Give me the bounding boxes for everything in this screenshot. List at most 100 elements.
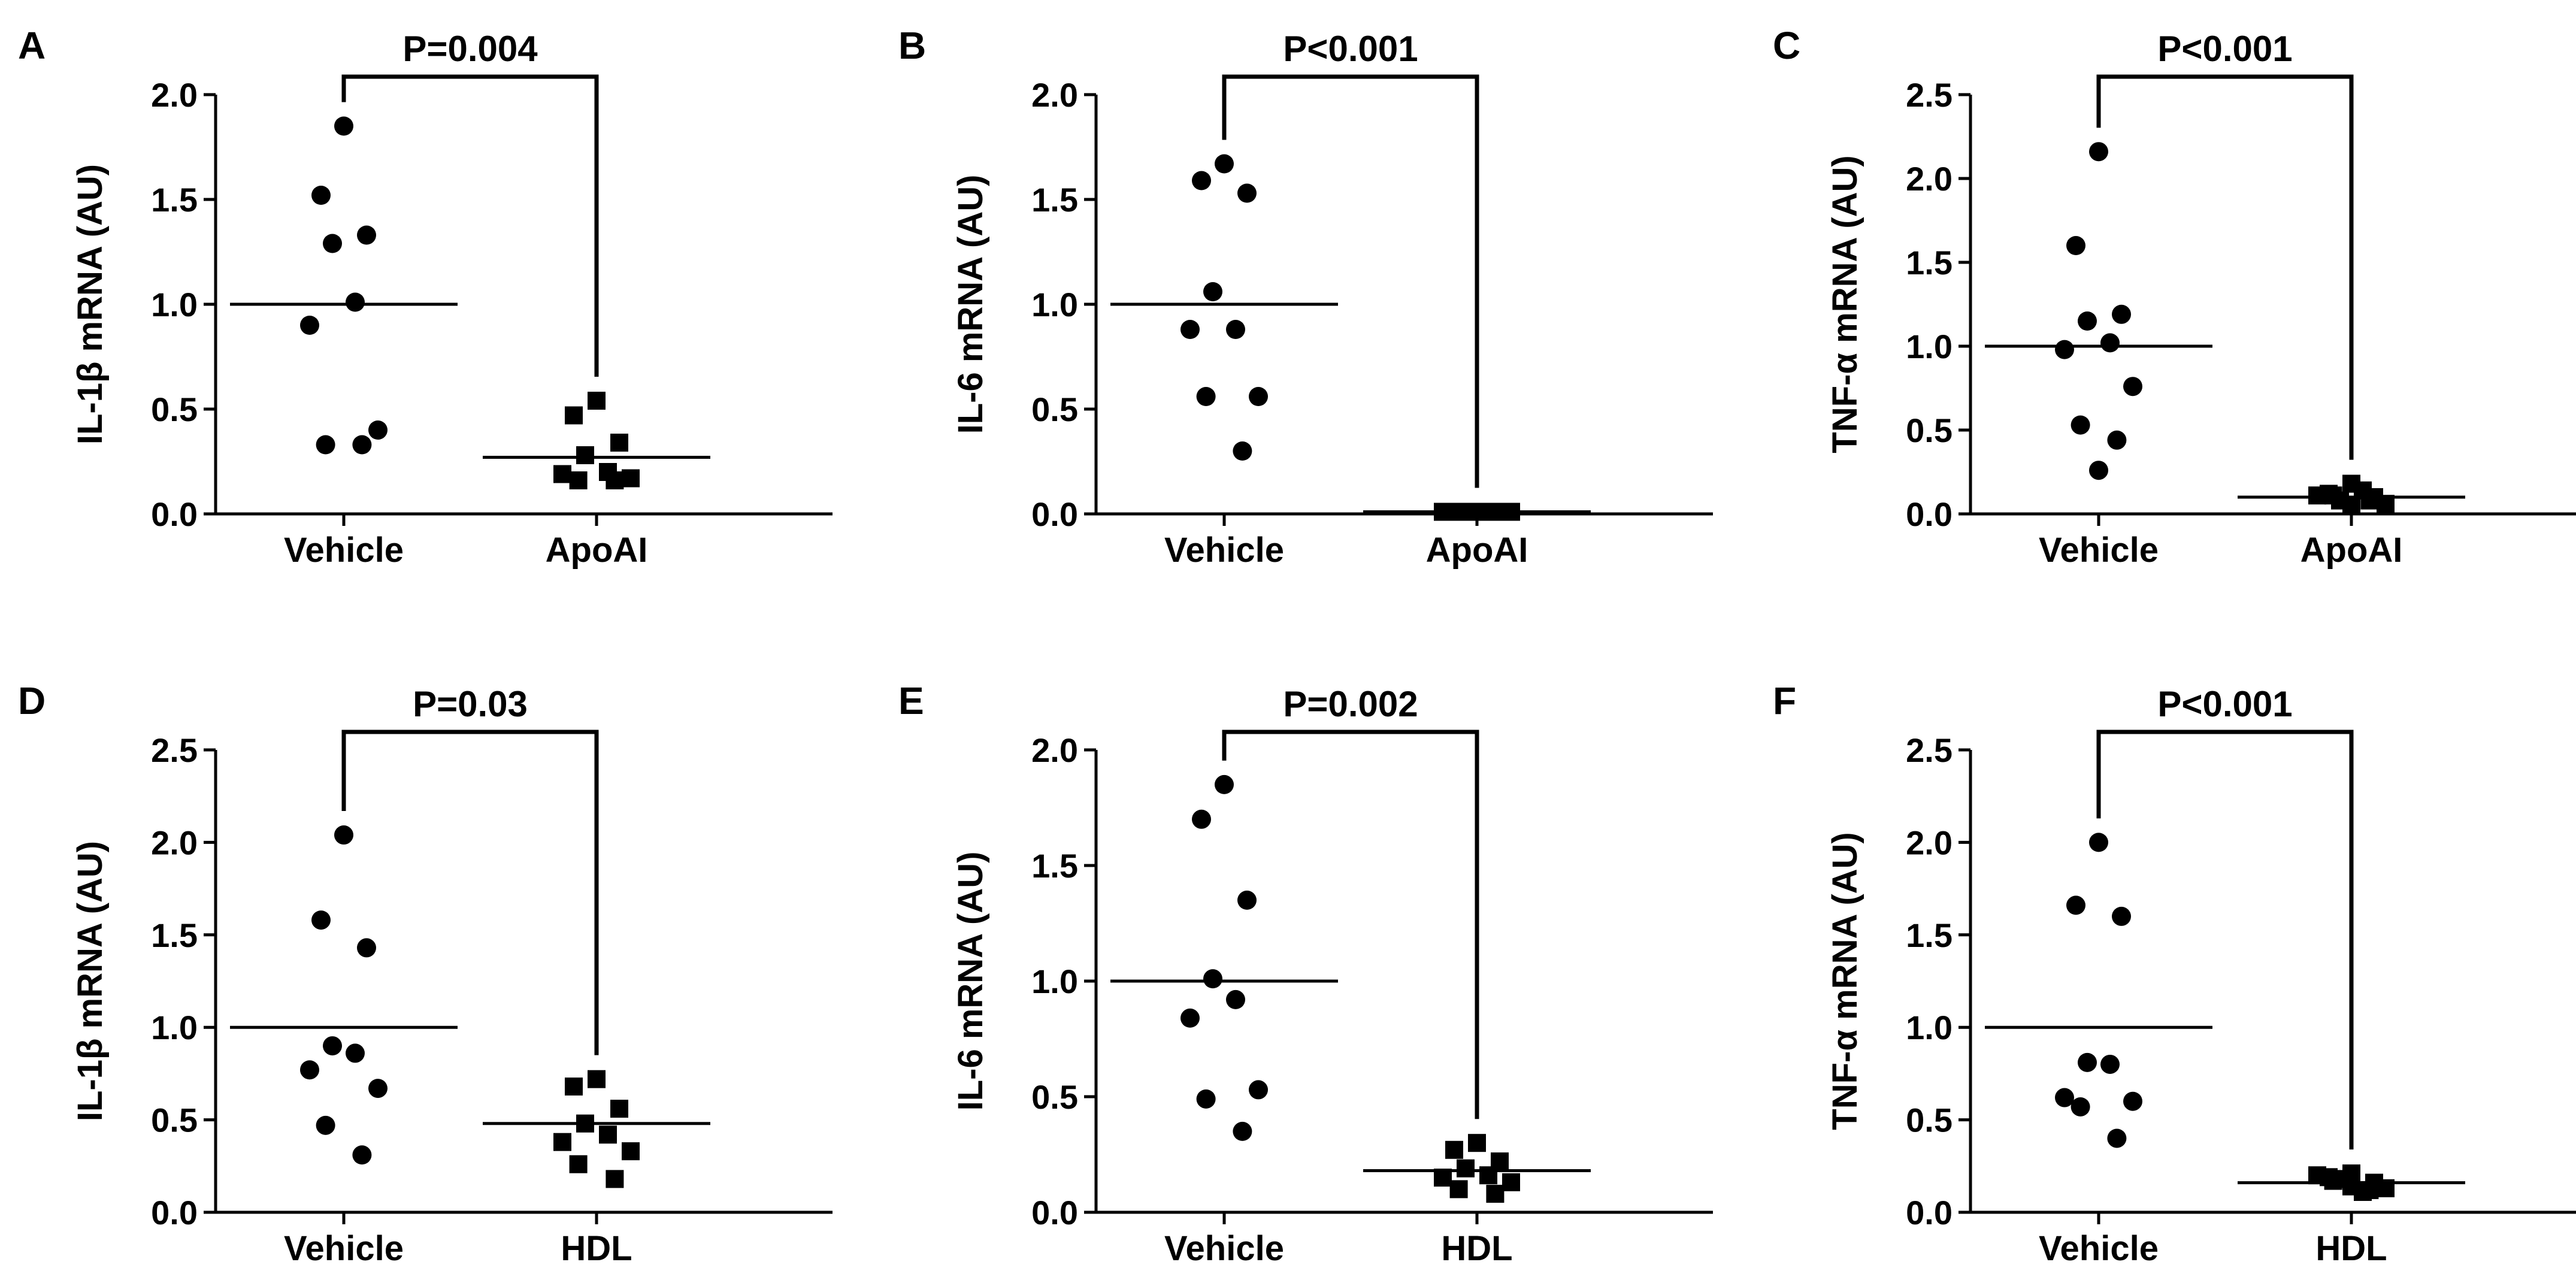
x-category-label: ApoAI [2300,531,2403,570]
vehicle-point [357,225,376,245]
vehicle-point [2112,906,2131,926]
y-tick-label: 2.0 [151,76,198,114]
y-axis-label: TNF-α mRNA (AU) [1826,832,1864,1130]
y-tick-label: 0.0 [1906,495,1953,533]
vehicle-point [1215,154,1234,174]
vehicle-point [352,1145,372,1165]
x-category-label: HDL [1441,1229,1512,1265]
hdl-point [1486,1185,1505,1203]
y-tick-label: 0.5 [151,1101,198,1139]
hdl-point [610,1100,628,1118]
panel-letter: A [18,24,46,67]
p-value-label: P<0.001 [1283,29,1418,69]
vehicle-point [323,234,342,253]
y-tick-label: 2.5 [1906,731,1953,769]
p-value-label: P<0.001 [2157,684,2292,724]
p-value-label: P=0.03 [413,684,528,724]
y-tick-label: 0.0 [1031,1194,1078,1231]
y-tick-label: 0.0 [1031,495,1078,533]
x-category-label: Vehicle [2039,1229,2159,1265]
vehicle-point [352,435,372,455]
y-tick-label: 0.5 [1906,1101,1953,1139]
apoai-point [610,434,628,452]
panel-letter: E [898,679,924,722]
vehicle-point [1180,1008,1200,1028]
y-tick-label: 1.0 [151,1009,198,1046]
vehicle-point [1192,171,1211,190]
vehicle-point [1226,320,1245,339]
significance-bracket [341,74,599,377]
y-tick-label: 1.0 [1031,286,1078,323]
x-category-label: HDL [2315,1229,2387,1265]
panel-e: E IL-6 mRNA (AU) 0.0 0.5 1.0 1.5 2.0 Vehicle HDL… [898,679,1713,1265]
hdl-point [1457,1159,1475,1178]
apoai-point [2308,486,2326,505]
y-tick-label: 2.0 [1906,824,1953,861]
vehicle-point [1226,989,1245,1009]
vehicle-point [2066,895,2085,915]
y-axis-label: IL-6 mRNA (AU) [951,175,990,434]
significance-bracket [2096,74,2354,460]
vehicle-point [2089,461,2108,480]
y-tick-label: 1.5 [1031,847,1078,885]
vehicle-point [1237,183,1257,203]
vehicle-point [1192,809,1211,829]
y-tick-label: 2.5 [151,731,198,769]
y-tick-label: 2.0 [151,824,198,861]
y-tick-label: 1.0 [151,286,198,323]
vehicle-point [2071,1097,2090,1116]
hdl-point [2342,1164,2360,1183]
y-tick-label: 1.0 [1906,1009,1953,1046]
y-tick-label: 0.0 [1906,1194,1953,1231]
y-tick-label: 1.5 [1031,181,1078,219]
vehicle-point [1233,1121,1252,1141]
vehicle-point [334,825,353,845]
vehicle-point [1237,890,1257,910]
vehicle-point [346,1043,365,1063]
hdl-point [599,1125,617,1144]
y-axis-label: IL-1β mRNA (AU) [71,164,110,444]
vehicle-point [368,1079,388,1098]
vehicle-point [1203,969,1222,989]
hdl-point [1468,1134,1486,1152]
vehicle-point [311,186,331,205]
vehicle-point [2071,415,2090,435]
significance-bracket [1222,730,1479,1119]
y-tick-label: 1.0 [1031,963,1078,1000]
vehicle-point [2078,1052,2097,1072]
panel-letter: B [898,24,926,67]
y-tick-label: 0.5 [1906,411,1953,449]
p-value-label: P=0.004 [402,29,538,69]
apoai-point [588,392,606,410]
y-tick-label: 1.0 [1906,328,1953,365]
hdl-point [1479,1166,1497,1185]
vehicle-point [316,1115,335,1135]
x-category-label: HDL [561,1229,632,1265]
y-tick-label: 0.0 [151,495,198,533]
apoai-point [565,406,583,425]
apoai-point [2360,491,2379,510]
x-category-label: Vehicle [1164,531,1284,570]
panel-d: D IL-1β mRNA (AU) 0.0 0.5 1.0 1.5 2.0 2.5 Vehicl… [18,679,833,1265]
panel-letter: C [1773,24,1800,67]
apoai-point [576,446,594,464]
p-value-label: P<0.001 [2157,29,2292,69]
apoai-point [569,471,588,489]
hdl-point [2324,1172,2342,1190]
hdl-point [1502,1173,1520,1191]
x-category-label: ApoAI [1426,531,1528,570]
vehicle-point [2078,311,2097,331]
x-category-label: ApoAI [546,531,648,570]
p-value-label: P=0.002 [1283,684,1418,724]
x-category-label: Vehicle [1164,1229,1284,1265]
vehicle-point [2055,340,2074,359]
apoai-point [622,469,640,488]
panel-f: F TNF-α mRNA (AU) 0.0 0.5 1.0 1.5 2.0 2.5 Vehicl… [1773,679,2576,1265]
x-category-label: Vehicle [2039,531,2159,570]
panel-letter: D [18,679,46,722]
hdl-point [569,1155,588,1173]
vehicle-point [2107,1128,2127,1148]
vehicle-point [300,1060,319,1080]
y-tick-label: 0.5 [1031,1078,1078,1116]
